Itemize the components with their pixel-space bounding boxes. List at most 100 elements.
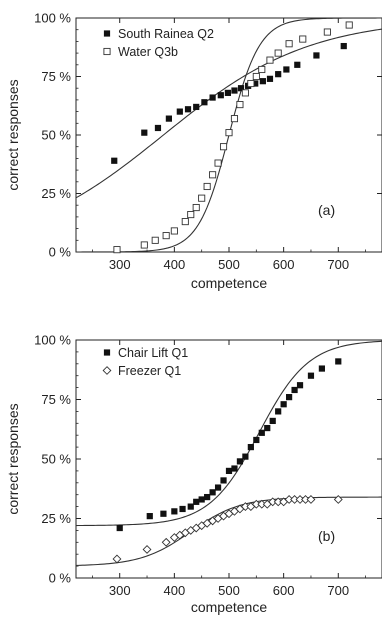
data-point (318, 365, 325, 372)
x-tick-label: 700 (327, 583, 349, 598)
data-point (275, 71, 282, 78)
series-0 (116, 358, 342, 532)
panel-label: (b) (318, 528, 335, 544)
data-point (209, 171, 217, 179)
data-point (231, 465, 238, 472)
data-point (162, 232, 170, 240)
data-point (231, 87, 238, 94)
data-point (209, 489, 216, 496)
data-point (214, 159, 222, 167)
data-point (161, 537, 171, 547)
data-point (225, 129, 233, 137)
data-point (219, 143, 228, 151)
data-point (252, 72, 260, 81)
data-point (217, 92, 224, 99)
x-tick-label: 600 (273, 583, 295, 598)
data-point (142, 545, 152, 554)
y-tick-label: 0 % (49, 571, 72, 586)
data-point (274, 49, 282, 57)
y-tick-label: 75 % (41, 69, 71, 84)
data-point (294, 61, 301, 68)
data-point (170, 227, 178, 235)
data-point (258, 65, 266, 74)
legend-marker-1 (103, 47, 111, 56)
x-tick-label: 400 (164, 583, 186, 598)
data-point (184, 106, 192, 113)
y-axis-label: correct responses (5, 403, 21, 514)
data-point (242, 453, 249, 460)
y-axis-label: correct responses (5, 79, 21, 190)
chart-panel-a: 0 % 25 % 50 % 75 % 100 % 300 400 500 600 700 compe… (5, 11, 382, 291)
data-point (286, 394, 293, 401)
series-1 (112, 495, 343, 564)
data-point (146, 513, 153, 520)
data-point (291, 386, 298, 394)
data-point (154, 124, 162, 132)
data-point (198, 496, 205, 503)
data-point (313, 52, 320, 59)
data-point (237, 85, 245, 92)
data-point (220, 477, 227, 484)
data-point (193, 103, 200, 111)
legend-marker-0 (103, 30, 111, 37)
legend-label-1: Freezer Q1 (118, 364, 181, 378)
data-point (323, 28, 331, 36)
data-point (204, 493, 211, 501)
data-point (247, 79, 255, 88)
data-point (236, 458, 244, 465)
data-point (225, 467, 233, 474)
data-point (111, 157, 118, 164)
series-0 (111, 42, 347, 164)
data-point (181, 218, 189, 226)
data-point (201, 99, 208, 106)
data-point (140, 241, 148, 249)
data-point (214, 484, 222, 491)
series-1 (113, 21, 353, 254)
data-point (335, 358, 342, 365)
data-point (280, 401, 287, 408)
data-point (203, 182, 211, 191)
y-tick-label: 25 % (41, 186, 71, 201)
data-point (209, 94, 216, 101)
data-point (275, 408, 282, 415)
x-tick-label: 300 (109, 583, 131, 598)
y-tick-label: 75 % (41, 392, 71, 407)
data-point (299, 35, 307, 43)
data-point (141, 129, 148, 136)
data-point (283, 66, 290, 73)
x-tick-label: 600 (273, 257, 295, 272)
legend-marker-1 (102, 366, 112, 375)
y-tick-label: 50 % (41, 128, 71, 143)
legend-label-1: Water Q3b (118, 45, 178, 59)
data-point (176, 108, 183, 115)
data-point (269, 417, 276, 425)
y-tick-label: 100 % (34, 333, 71, 348)
legend-label-0: South Rainea Q2 (118, 27, 214, 41)
data-point (258, 429, 265, 436)
fit-curve-0 (76, 340, 382, 527)
y-tick-label: 100 % (34, 11, 71, 26)
legend-label-0: Chair Lift Q1 (118, 346, 188, 360)
chart-panel-b: 0 % 25 % 50 % 75 % 100 % 300 400 500 600 700 compe… (5, 333, 382, 615)
legend-marker-0 (103, 349, 111, 356)
fit-curve-0 (76, 28, 382, 199)
data-point (113, 246, 121, 254)
data-point (247, 444, 254, 451)
data-point (230, 115, 239, 123)
data-point (187, 211, 195, 219)
data-point (241, 89, 249, 97)
data-point (160, 510, 167, 517)
fit-curve-1 (76, 496, 382, 566)
data-point (252, 80, 259, 87)
data-point (307, 372, 315, 379)
data-point (264, 424, 271, 432)
data-point (253, 436, 260, 444)
data-point (296, 382, 304, 389)
data-point (285, 40, 293, 48)
data-point (198, 194, 206, 202)
data-point (171, 508, 178, 515)
data-point (306, 495, 316, 504)
x-axis-label: competence (191, 599, 267, 615)
data-point (333, 495, 343, 504)
data-point (266, 56, 274, 64)
